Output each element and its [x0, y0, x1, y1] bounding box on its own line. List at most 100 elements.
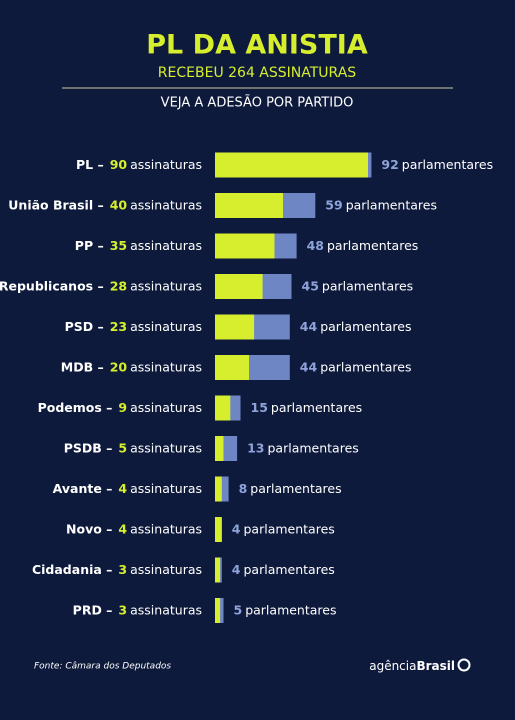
- signatures-unit: assinaturas: [130, 440, 202, 455]
- signatures-value: 4: [118, 521, 127, 536]
- total-value: 4: [232, 562, 241, 577]
- bar-signatures: [215, 274, 263, 299]
- category-label: PP –: [75, 238, 104, 253]
- bar-signatures: [215, 598, 221, 623]
- total-unit: parlamentares: [250, 481, 341, 496]
- total-unit: parlamentares: [244, 521, 335, 536]
- total-label: 44 parlamentares: [300, 319, 412, 334]
- total-label: 59 parlamentares: [325, 197, 437, 212]
- total-label: 4 parlamentares: [232, 521, 335, 536]
- total-value: 4: [232, 521, 241, 536]
- total-label: 13 parlamentares: [247, 440, 359, 455]
- category-label: PL –: [76, 157, 104, 172]
- category-label: Cidadania –: [32, 562, 112, 577]
- total-value: 44: [300, 319, 318, 334]
- total-label: 4 parlamentares: [232, 562, 335, 577]
- row-label: PRD – 3 assinaturas: [73, 602, 202, 617]
- row-label: PP – 35 assinaturas: [75, 238, 202, 253]
- signatures-value: 28: [110, 278, 127, 293]
- total-value: 59: [325, 197, 342, 212]
- total-label: 44 parlamentares: [300, 359, 412, 374]
- signatures-value: 9: [118, 400, 127, 415]
- row-label: Podemos – 9 assinaturas: [38, 400, 202, 415]
- bar-signatures: [215, 557, 221, 583]
- total-value: 45: [302, 278, 319, 293]
- row-label: Cidadania – 3 assinaturas: [32, 562, 202, 577]
- total-label: 15 parlamentares: [251, 400, 363, 415]
- signatures-value: 20: [110, 359, 128, 374]
- total-label: 45 parlamentares: [302, 278, 414, 293]
- category-label: PSD –: [65, 319, 104, 334]
- total-label: 8 parlamentares: [239, 481, 342, 496]
- total-value: 44: [300, 359, 318, 374]
- category-label: PRD –: [73, 602, 113, 617]
- signatures-unit: assinaturas: [130, 602, 202, 617]
- total-value: 13: [247, 440, 264, 455]
- logo-icon: [457, 658, 471, 672]
- signatures-value: 4: [118, 481, 127, 496]
- total-label: 5 parlamentares: [234, 602, 337, 617]
- total-unit: parlamentares: [244, 562, 335, 577]
- total-unit: parlamentares: [327, 238, 418, 253]
- logo-part: Brasil: [416, 659, 455, 673]
- bar-signatures: [215, 517, 222, 542]
- source: Fonte: Câmara dos Deputados: [34, 662, 171, 672]
- bar-signatures: [215, 476, 222, 502]
- signatures-value: 40: [110, 197, 128, 212]
- signatures-unit: assinaturas: [130, 562, 202, 577]
- category-label: Republicanos –: [0, 278, 104, 293]
- signatures-unit: assinaturas: [130, 521, 202, 536]
- category-label: Avante –: [53, 481, 113, 496]
- bar-signatures: [215, 395, 231, 421]
- logo-part: agência: [369, 659, 416, 673]
- total-unit: parlamentares: [402, 157, 493, 172]
- rows: PL –90 assinaturas 92 parlamentares União Br…: [0, 152, 493, 623]
- total-value: 15: [251, 400, 268, 415]
- row-label: PSD – 23 assinaturas: [65, 319, 202, 334]
- row-label: PSDB – 5 assinaturas: [64, 440, 202, 455]
- total-unit: parlamentares: [320, 319, 411, 334]
- signatures-value: 5: [118, 440, 127, 455]
- bar-signatures: [215, 355, 249, 380]
- bar-signatures: [215, 233, 275, 259]
- total-value: 48: [307, 238, 324, 253]
- signatures-value: 35: [110, 238, 127, 253]
- total-unit: parlamentares: [268, 440, 359, 455]
- row-label: Republicanos – 28 assinaturas: [0, 278, 202, 293]
- signatures-unit: assinaturas: [130, 359, 202, 374]
- bar-signatures: [215, 193, 283, 218]
- category-label: Podemos –: [38, 400, 113, 415]
- signatures-unit: assinaturas: [130, 481, 202, 496]
- caption: VEJA A ADESÃO POR PARTIDO: [161, 95, 354, 111]
- total-label: 92 parlamentares: [381, 157, 493, 172]
- signatures-unit: assinaturas: [130, 197, 202, 212]
- category-label: PSDB –: [64, 440, 113, 455]
- category-label: Novo –: [66, 521, 112, 536]
- category-label: União Brasil –: [8, 197, 103, 212]
- signatures-unit: assinaturas: [130, 319, 202, 334]
- chart-subtitle: RECEBEU 264 ASSINATURAS: [158, 65, 356, 81]
- row-label: Novo – 4 assinaturas: [66, 521, 202, 536]
- signatures-value: 23: [110, 319, 127, 334]
- signatures-value: 3: [118, 602, 127, 617]
- total-value: 92: [381, 157, 398, 172]
- signatures-value: 3: [118, 562, 127, 577]
- total-unit: parlamentares: [322, 278, 413, 293]
- total-value: 5: [234, 602, 243, 617]
- row-label: PL – 90 assinaturas: [76, 157, 202, 172]
- total-value: 8: [239, 481, 248, 496]
- total-unit: parlamentares: [245, 602, 336, 617]
- bar-signatures: [215, 436, 224, 461]
- total-unit: parlamentares: [271, 400, 362, 415]
- chart-title: PL DA ANISTIA: [146, 30, 368, 61]
- category-label: MDB –: [61, 359, 104, 374]
- total-unit: parlamentares: [320, 359, 411, 374]
- logo: agênciaBrasil: [369, 659, 455, 673]
- bar-signatures: [215, 314, 255, 340]
- total-label: 48 parlamentares: [307, 238, 419, 253]
- signatures-unit: assinaturas: [130, 238, 202, 253]
- signatures-unit: assinaturas: [130, 400, 202, 415]
- signatures-unit: assinaturas: [130, 157, 202, 172]
